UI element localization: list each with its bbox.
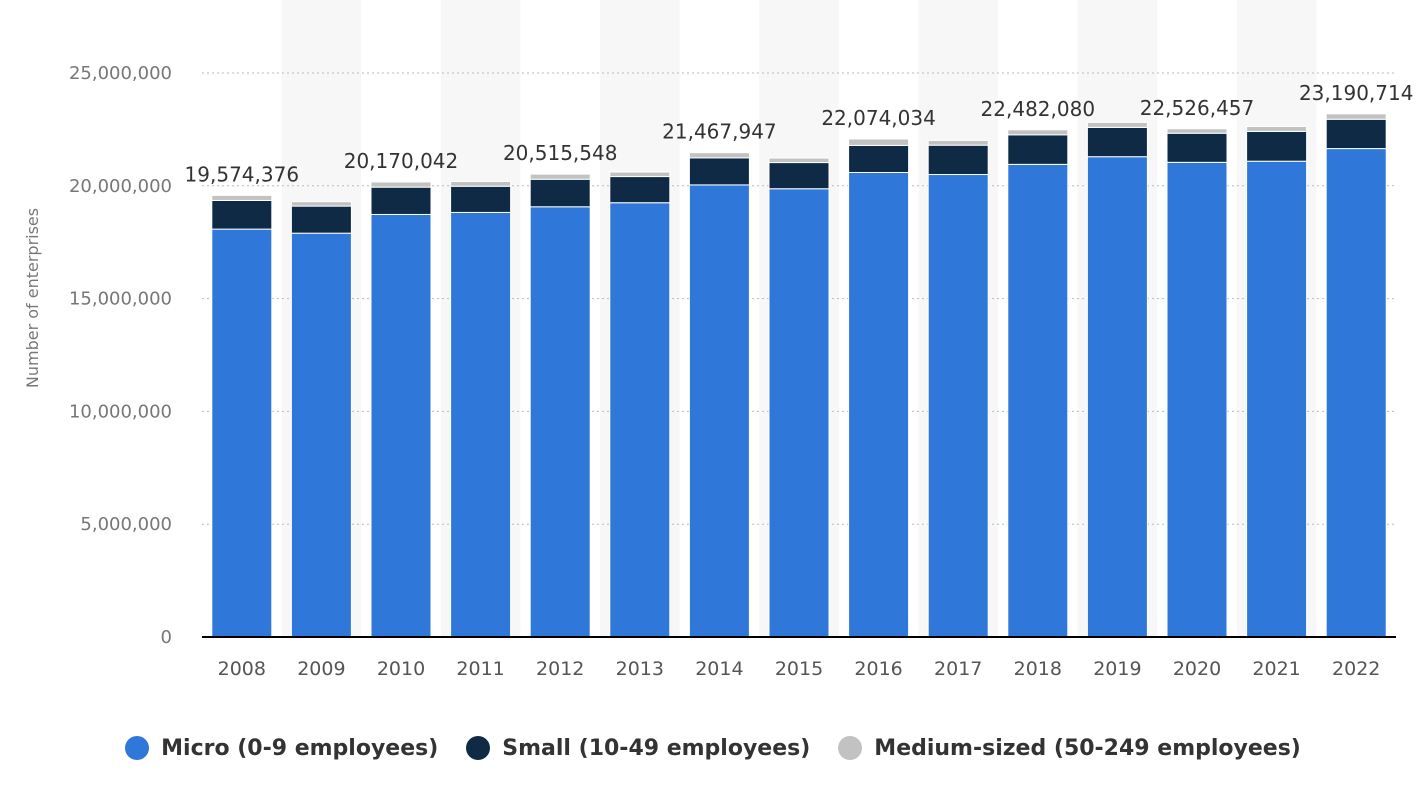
data-label: 22,526,457 (1140, 96, 1255, 120)
bar-segment[interactable] (450, 181, 512, 187)
bar-segment[interactable] (1007, 163, 1069, 638)
x-tick-label: 2012 (536, 658, 584, 680)
y-tick-label: 20,000,000 (69, 176, 172, 197)
bar-segment[interactable] (1166, 161, 1228, 638)
x-tick-label: 2011 (456, 658, 504, 680)
bar-segment[interactable] (609, 202, 671, 638)
bar-segment[interactable] (768, 157, 830, 164)
bar-segment[interactable] (1166, 128, 1228, 134)
y-tick-label: 10,000,000 (69, 401, 172, 422)
data-label: 20,515,548 (503, 141, 618, 165)
bar-segment[interactable] (688, 152, 750, 159)
bar-segment[interactable] (529, 173, 591, 180)
bar-segment[interactable] (927, 144, 989, 176)
bar-segment[interactable] (450, 211, 512, 638)
x-tick-label: 2022 (1332, 658, 1380, 680)
bar-segment[interactable] (1246, 125, 1308, 132)
bar-segment[interactable] (290, 201, 352, 207)
legend-label: Micro (0-9 employees) (161, 735, 439, 761)
data-label: 20,170,042 (344, 149, 459, 173)
bar-segment[interactable] (768, 162, 830, 190)
x-tick-label: 2017 (934, 658, 982, 680)
data-label: 21,467,947 (662, 120, 777, 144)
x-tick-label: 2019 (1093, 658, 1141, 680)
bar-segment[interactable] (211, 228, 273, 638)
bar-segment[interactable] (1007, 134, 1069, 165)
data-label: 19,574,376 (185, 162, 300, 186)
x-tick-label: 2016 (854, 658, 902, 680)
chart: 0 5,000,000 10,000,000 15,000,000 20,000,000… (23, 63, 1414, 680)
data-labels: 19,574,376 20,170,042 20,515,548 21,467,947… (185, 81, 1414, 187)
bar-segment[interactable] (609, 171, 671, 178)
x-tick-label: 2015 (775, 658, 823, 680)
y-tick-label: 0 (161, 627, 172, 648)
legend-dot-icon (466, 736, 491, 760)
bar-segment[interactable] (1246, 130, 1308, 162)
legend-item[interactable]: Micro (0-9 employees) (125, 736, 438, 761)
x-axis-ticks: 2008 2009 2010 2011 2012 2013 2014 2015 2016 2017… (218, 658, 1381, 680)
data-label: 22,482,080 (981, 97, 1096, 121)
bar-segment[interactable] (529, 178, 591, 208)
bar-segment[interactable] (848, 138, 910, 146)
bar-segment[interactable] (1086, 156, 1148, 638)
bar-segment[interactable] (370, 186, 432, 215)
bar-segment[interactable] (688, 184, 750, 638)
bar-segment[interactable] (211, 194, 273, 201)
legend: Micro (0-9 employees) Small (10-49 employ… (0, 730, 1426, 766)
data-label: 23,190,714 (1299, 81, 1414, 105)
x-tick-label: 2008 (218, 658, 266, 680)
legend-dot-icon (125, 736, 150, 760)
bar-segment[interactable] (1086, 126, 1148, 158)
bar-segment[interactable] (768, 188, 830, 638)
bar-segment[interactable] (529, 206, 591, 638)
y-tick-label: 15,000,000 (69, 289, 172, 310)
bar-segment[interactable] (688, 157, 750, 186)
y-tick-label: 5,000,000 (80, 514, 172, 535)
x-tick-label: 2018 (1014, 658, 1062, 680)
legend-label: Medium-sized (50-249 employees) (874, 735, 1301, 761)
bar-segment[interactable] (211, 199, 273, 230)
bar-segment[interactable] (370, 181, 432, 188)
data-label: 22,074,034 (821, 106, 936, 130)
bar-segment[interactable] (1086, 121, 1148, 128)
legend-item[interactable]: Small (10-49 employees) (466, 736, 810, 761)
x-tick-label: 2009 (297, 658, 345, 680)
bar-segment[interactable] (1166, 132, 1228, 163)
y-axis-ticks: 0 5,000,000 10,000,000 15,000,000 20,000,000… (69, 63, 172, 648)
legend-label: Small (10-49 employees) (502, 735, 811, 761)
bar-segment[interactable] (290, 232, 352, 638)
bar-segment[interactable] (609, 176, 671, 204)
bar-segment[interactable] (1007, 129, 1069, 136)
x-tick-label: 2010 (377, 658, 425, 680)
legend-dot-icon (838, 736, 863, 760)
bar-segment[interactable] (450, 185, 512, 213)
bar-segment[interactable] (1246, 160, 1308, 638)
x-tick-label: 2014 (695, 658, 743, 680)
bar-segment[interactable] (927, 174, 989, 638)
y-axis-title: Number of enterprises (23, 208, 42, 388)
x-tick-label: 2021 (1252, 658, 1300, 680)
y-tick-label: 25,000,000 (69, 63, 172, 84)
bar-segment[interactable] (1325, 148, 1387, 638)
bar-segment[interactable] (848, 144, 910, 173)
legend-item[interactable]: Medium-sized (50-249 employees) (838, 736, 1301, 761)
bars (211, 113, 1387, 638)
bar-segment[interactable] (848, 171, 910, 638)
bar-segment[interactable] (1325, 118, 1387, 150)
bar-segment[interactable] (1325, 113, 1387, 120)
x-tick-label: 2013 (616, 658, 664, 680)
bar-segment[interactable] (370, 213, 432, 638)
bar-segment[interactable] (290, 205, 352, 234)
x-tick-label: 2020 (1173, 658, 1221, 680)
bar-segment[interactable] (927, 139, 989, 146)
